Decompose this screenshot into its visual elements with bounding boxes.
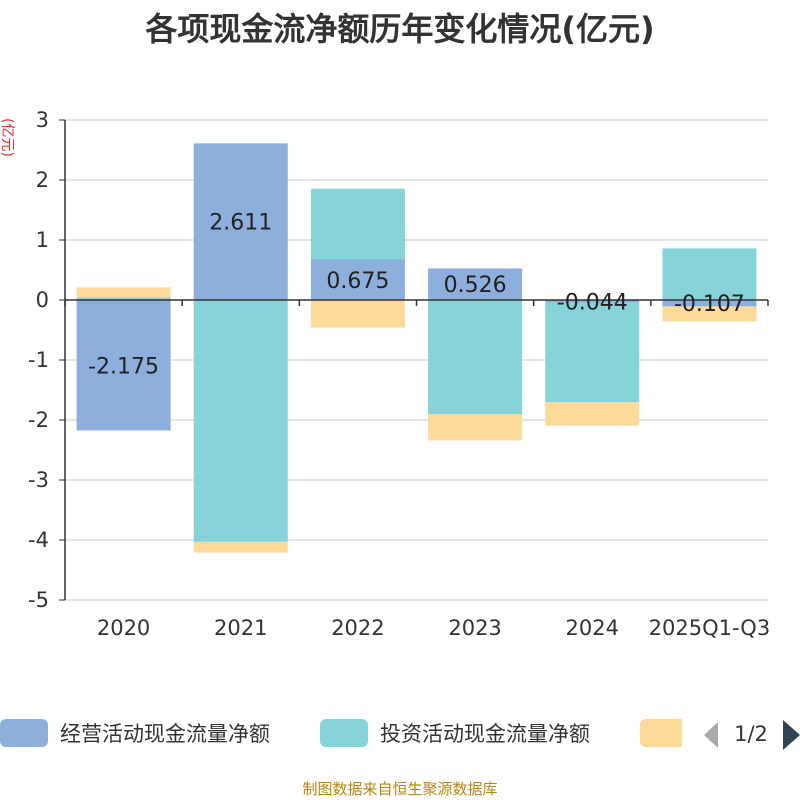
bar-2-2025Q1-Q3 [662,248,757,300]
x-tick-label: 2025Q1-Q3 [649,616,771,640]
source-footer: 制图数据来自恒生聚源数据库 [302,780,498,798]
bar-3-2020 [76,287,171,298]
data-label: 0.675 [326,269,389,294]
legend-swatch-2 [320,719,368,747]
bar-3-2024 [545,402,640,426]
y-tick-label: 2 [36,168,49,192]
x-tick-label: 2022 [331,616,384,640]
data-labels: -2.175 2.611 0.675 0.526 -0.044 -0.107 [88,211,745,380]
data-label: -2.175 [88,354,159,379]
bar-1-2025Q1-Q3 [662,300,757,307]
legend-swatch-3 [640,719,688,747]
axes: 3 2 1 0 -1 -2 -3 -4 -5 (亿元) 2020 2021 2022 2023 2024 20… [0,108,770,640]
bar-3-2022 [310,300,405,328]
chart-title: 各项现金流净额历年变化情况(亿元) [145,10,655,48]
data-label: 0.526 [444,273,507,298]
bar-2-2021 [193,300,288,542]
x-tick-label: 2024 [566,616,619,640]
bar-1-2023 [428,268,523,300]
legend-label: 投资活动现金流量净额 [380,722,590,746]
bar-3-2025Q1-Q3 [662,306,757,322]
y-axis-label: (亿元) [0,118,15,157]
legend: 经营活动现金流量净额 投资活动现金流量净额 1/2 [0,717,800,750]
bar-2-2020 [76,297,171,300]
x-tick-label: 2021 [214,616,267,640]
bar-2-2023 [428,300,523,414]
x-tick-label: 2023 [448,616,501,640]
legend-next-icon[interactable] [783,720,800,750]
y-tick-label: -5 [28,588,49,612]
bar-1-2024 [545,300,640,303]
y-tick-label: -2 [28,408,49,432]
legend-label: 经营活动现金流量净额 [60,722,270,746]
bar-2-2022 [310,188,405,260]
bar-1-2020 [76,300,171,431]
legend-prev-icon[interactable] [704,722,718,748]
data-label: -0.044 [557,290,628,315]
y-tick-label: -3 [28,468,49,492]
y-tick-label: 0 [36,288,49,312]
bar-1-2022 [310,259,405,300]
legend-swatch-1 [0,719,48,747]
bar-1-2021 [193,143,288,300]
bar-3-2023 [428,414,523,441]
data-label: 2.611 [209,211,272,236]
bars [76,143,757,553]
legend-clip [682,717,800,749]
y-tick-label: 1 [36,228,49,252]
data-label: -0.107 [674,292,745,317]
y-tick-label: -4 [28,528,49,552]
legend-page: 1/2 [734,722,768,746]
y-tick-label: 3 [36,108,49,132]
bar-3-2021 [193,541,288,553]
y-tick-label: -1 [28,348,49,372]
x-tick-label: 2020 [97,616,150,640]
bar-2-2024 [545,302,640,403]
